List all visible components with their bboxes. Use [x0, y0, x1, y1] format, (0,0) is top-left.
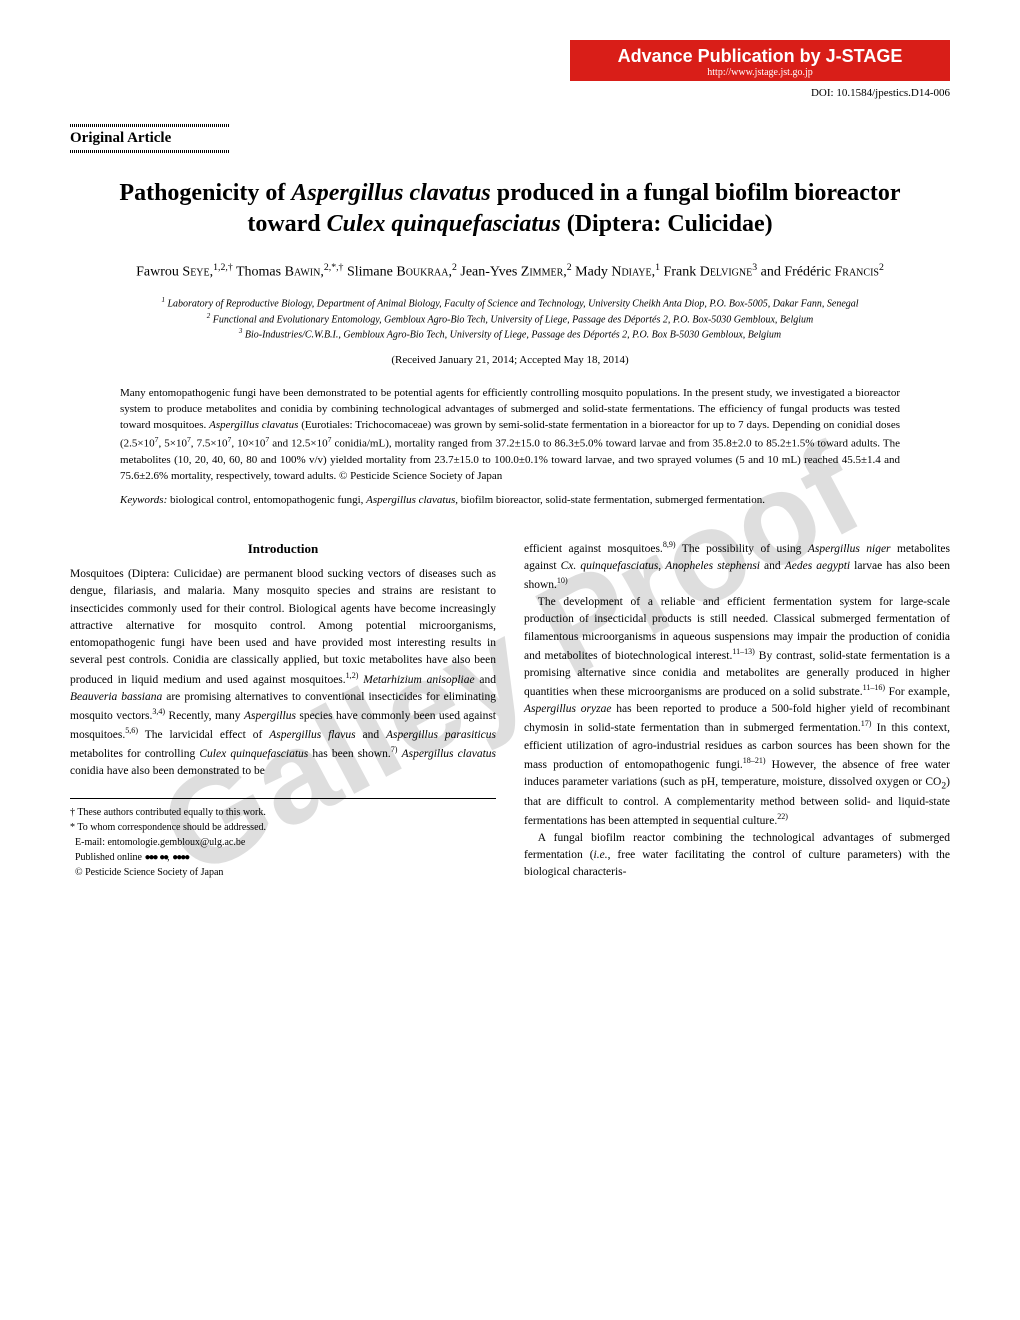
introduction-heading: Introduction	[70, 539, 496, 559]
authors: Fawrou Seye,1,2,† Thomas Bawin,2,*,† Sli…	[110, 260, 910, 284]
keywords: Keywords: biological control, entomopath…	[120, 493, 900, 509]
column-left: Introduction Mosquitoes (Diptera: Culici…	[70, 539, 496, 882]
column-right: efficient against mosquitoes.8,9) The po…	[524, 539, 950, 882]
rule-bottom	[70, 150, 230, 153]
footnotes: † These authors contributed equally to t…	[70, 798, 496, 880]
banner-url: http://www.jstage.jst.go.jp	[586, 67, 934, 78]
banner-title: Advance Publication by J-STAGE	[586, 46, 934, 67]
article-type: Original Article	[70, 127, 950, 150]
affiliations: 1 Laboratory of Reproductive Biology, De…	[100, 296, 920, 342]
keywords-label: Keywords:	[120, 494, 167, 506]
doi: DOI: 10.1584/jpestics.D14-006	[70, 87, 950, 99]
received-date: (Received January 21, 2014; Accepted May…	[70, 354, 950, 366]
publication-banner: Advance Publication by J-STAGE http://ww…	[570, 40, 950, 81]
keywords-text: biological control, entomopathogenic fun…	[170, 494, 765, 506]
body-columns: Introduction Mosquitoes (Diptera: Culici…	[70, 539, 950, 882]
col1-text: Mosquitoes (Diptera: Culicidae) are perm…	[70, 566, 496, 780]
abstract: Many entomopathogenic fungi have been de…	[120, 386, 900, 484]
col2-text: efficient against mosquitoes.8,9) The po…	[524, 539, 950, 882]
article-title: Pathogenicity of Aspergillus clavatus pr…	[90, 178, 930, 240]
article-type-block: Original Article	[70, 124, 950, 153]
